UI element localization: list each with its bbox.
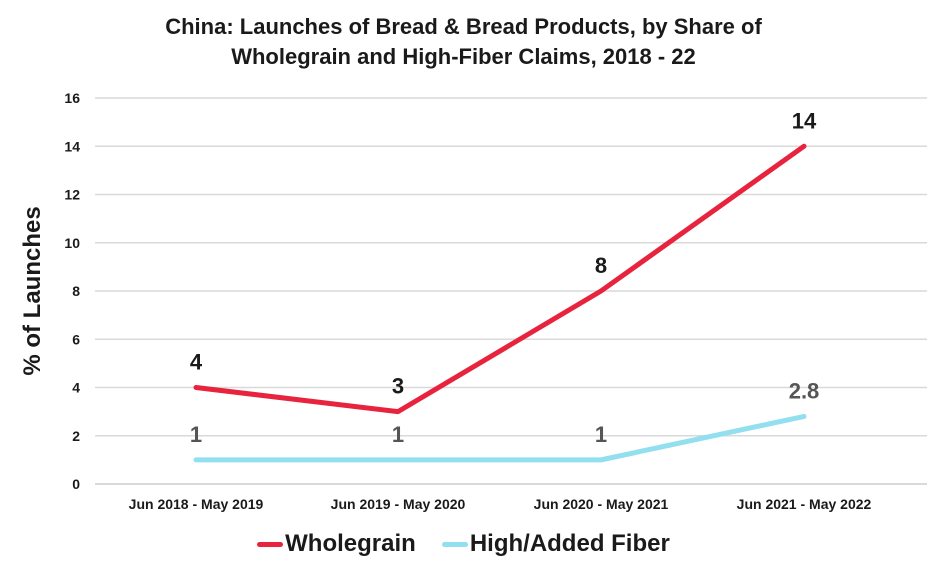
y-tick-label: 10 [64, 235, 80, 251]
x-tick-label: Jun 2018 - May 2019 [129, 496, 264, 512]
y-axis-label: % of Launches [19, 206, 46, 375]
data-label: 4 [190, 350, 203, 375]
data-label: 8 [595, 253, 607, 278]
legend-item-high-added-fiber: High/Added Fiber [441, 530, 670, 558]
chart-title-line-2: Wholegrain and High-Fiber Claims, 2018 -… [231, 44, 696, 69]
legend-label-wholegrain: Wholegrain [285, 530, 416, 557]
x-axis-ticks: Jun 2018 - May 2019 Jun 2019 - May 2020 Ju… [129, 496, 872, 512]
y-tick-label: 4 [72, 380, 80, 396]
series-group [193, 143, 807, 463]
data-label: 1 [190, 422, 202, 447]
data-label: 1 [595, 422, 607, 447]
legend-swatch-high-added-fiber [441, 541, 468, 547]
y-tick-label: 16 [64, 90, 80, 106]
legend: Wholegrain High/Added Fiber [0, 530, 927, 558]
data-label: 3 [392, 374, 404, 399]
y-axis-ticks: 0 2 4 6 8 10 12 14 16 [64, 90, 80, 492]
data-labels: 4 3 8 14 1 1 1 2.8 [190, 108, 819, 447]
series-line-wholegrain [193, 143, 807, 415]
y-tick-label: 0 [72, 476, 80, 492]
legend-label-high-added-fiber: High/Added Fiber [469, 530, 670, 557]
x-tick-label: Jun 2021 - May 2022 [737, 496, 872, 512]
chart-title: China: Launches of Bread & Bread Product… [0, 12, 927, 72]
x-tick-label: Jun 2020 - May 2021 [534, 496, 669, 512]
y-tick-label: 8 [72, 283, 80, 299]
y-tick-label: 14 [64, 138, 80, 154]
gridlines [95, 97, 927, 485]
series-line-high-added-fiber [193, 413, 807, 463]
x-tick-label: Jun 2019 - May 2020 [331, 496, 466, 512]
y-tick-label: 2 [72, 428, 80, 444]
data-label: 2.8 [789, 378, 820, 403]
data-label: 14 [792, 108, 817, 133]
y-tick-label: 12 [64, 187, 80, 203]
data-label: 1 [392, 422, 404, 447]
y-tick-label: 6 [72, 331, 80, 347]
legend-swatch-wholegrain [257, 541, 284, 547]
chart-title-line-1: China: Launches of Bread & Bread Product… [165, 14, 762, 39]
legend-item-wholegrain: Wholegrain [257, 530, 416, 558]
